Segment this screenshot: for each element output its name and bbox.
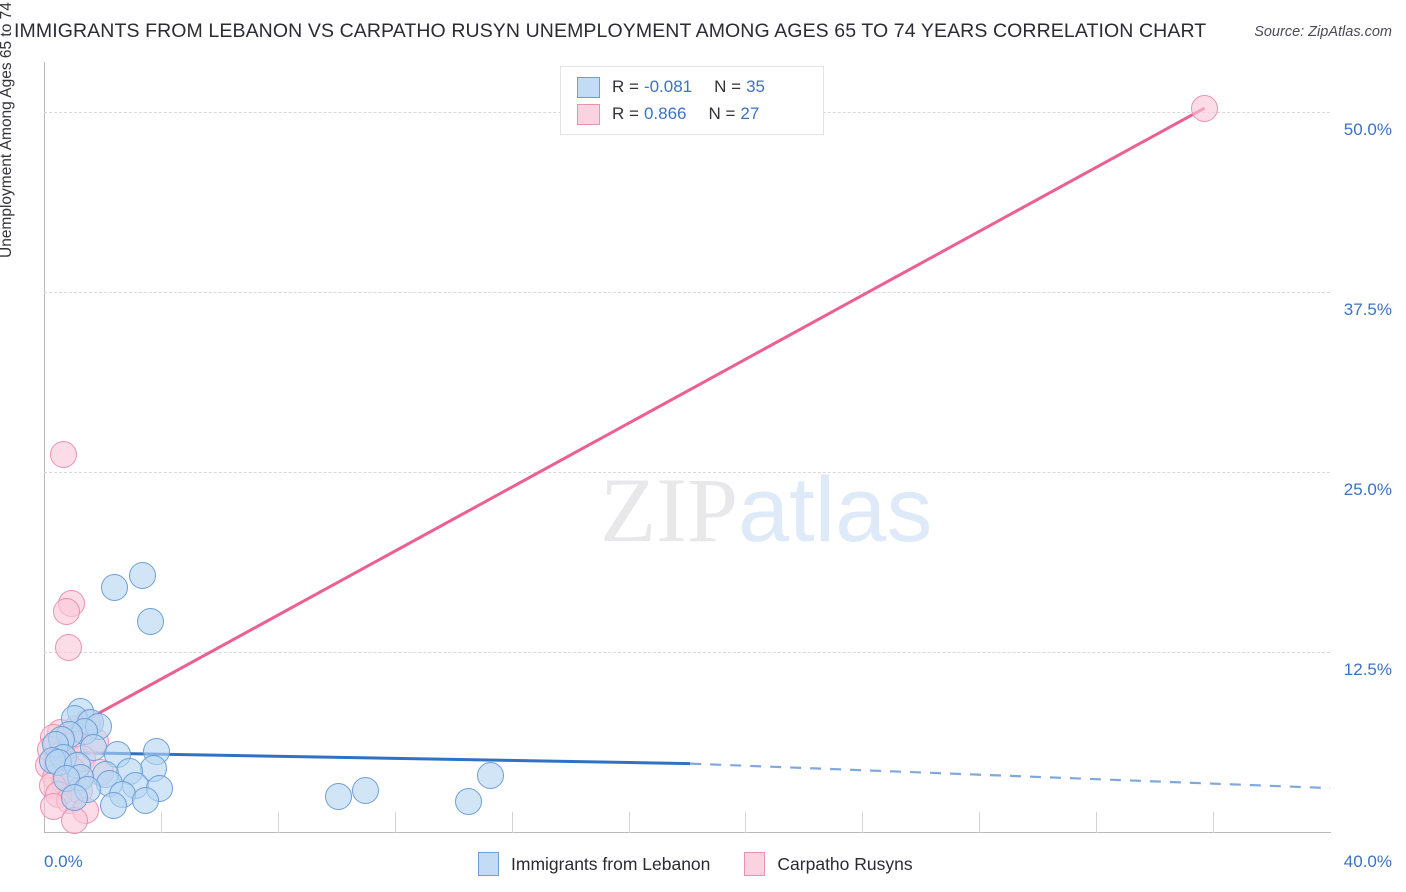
legend-item-carpatho-rusyns[interactable]: Carpatho Rusyns xyxy=(744,852,913,876)
scatter-point-blue[interactable] xyxy=(477,762,505,790)
scatter-point-pink[interactable] xyxy=(53,598,80,626)
scatter-point-pink[interactable] xyxy=(1191,94,1219,122)
stats-r-label-blue: R = xyxy=(612,77,639,96)
scatter-point-pink[interactable] xyxy=(61,806,89,834)
x-tick-mark xyxy=(862,812,864,833)
scatter-point-blue[interactable] xyxy=(136,608,164,636)
scatter-point-blue[interactable] xyxy=(99,791,127,819)
page-title: IMMIGRANTS FROM LEBANON VS CARPATHO RUSY… xyxy=(14,20,1207,42)
legend-label-blue: Immigrants from Lebanon xyxy=(511,853,711,874)
x-tick-mark xyxy=(394,812,396,833)
scatter-point-blue[interactable] xyxy=(101,573,129,601)
legend-label-pink: Carpatho Rusyns xyxy=(777,853,913,874)
series-legend: Immigrants from Lebanon Carpatho Rusyns xyxy=(478,851,947,877)
stats-n-label-pink: N = xyxy=(708,104,736,123)
plot-area: ZIPatlas xyxy=(35,62,1331,834)
y-axis-line xyxy=(44,62,45,833)
x-tick-mark xyxy=(1213,812,1215,833)
trend-line-carpatho-rusyns xyxy=(54,106,1206,739)
source-attribution: Source: ZipAtlas.com xyxy=(1254,24,1392,40)
stats-swatch-pink xyxy=(577,103,600,125)
stats-n-value-pink: 27 xyxy=(740,104,760,123)
y-tick-label-50: 50.0% xyxy=(1343,120,1392,140)
trend-line-immigrants-dashed xyxy=(690,762,1331,790)
stats-row-blue: R = -0.081 N = 35 xyxy=(577,74,765,100)
y-tick-label-12.5: 12.5% xyxy=(1343,660,1392,680)
stats-r-label-pink: R = xyxy=(612,104,639,123)
scatter-point-blue[interactable] xyxy=(61,783,89,811)
x-tick-mark xyxy=(160,812,162,833)
gridline-12.5 xyxy=(44,652,1330,654)
legend-swatch-blue xyxy=(478,852,499,876)
trend-lines xyxy=(43,106,1331,790)
scatter-point-blue[interactable] xyxy=(324,783,352,811)
scatter-point-blue[interactable] xyxy=(131,786,159,814)
y-axis-title: Unemployment Among Ages 65 to 74 years xyxy=(0,0,15,258)
stats-swatch-blue xyxy=(577,76,600,98)
x-axis-min-label: 0.0% xyxy=(44,852,83,871)
stats-r-value-pink: 0.866 xyxy=(643,104,687,123)
x-tick-mark xyxy=(628,812,630,833)
x-tick-mark xyxy=(277,812,279,833)
scatter-point-blue[interactable] xyxy=(80,733,108,761)
gridline-37.5 xyxy=(44,292,1330,294)
stats-row-pink: R = 0.866 N = 27 xyxy=(577,101,759,127)
stats-n-value-blue: 35 xyxy=(746,77,765,96)
y-tick-label-25: 25.0% xyxy=(1343,480,1392,500)
gridline-25 xyxy=(44,472,1330,474)
scatter-point-blue[interactable] xyxy=(352,776,379,804)
y-tick-label-37.5: 37.5% xyxy=(1343,300,1392,320)
scatter-point-pink[interactable] xyxy=(54,634,82,662)
stats-r-value-blue: -0.081 xyxy=(643,77,693,96)
correlation-stats-box: R = -0.081 N = 35 R = 0.866 N = 27 xyxy=(560,66,824,135)
legend-swatch-pink xyxy=(744,852,766,876)
stats-n-label-blue: N = xyxy=(714,77,742,96)
x-tick-mark xyxy=(745,812,747,833)
x-tick-mark xyxy=(511,812,513,833)
legend-item-immigrants-from-lebanon[interactable]: Immigrants from Lebanon xyxy=(478,852,710,876)
scatter-point-pink[interactable] xyxy=(49,441,77,469)
x-tick-mark xyxy=(1096,812,1098,833)
x-axis-max-label: 40.0% xyxy=(1343,852,1392,871)
scatter-point-blue[interactable] xyxy=(454,787,482,815)
x-tick-mark xyxy=(979,812,981,833)
x-axis-line xyxy=(44,832,1331,833)
scatter-point-blue[interactable] xyxy=(128,562,156,590)
